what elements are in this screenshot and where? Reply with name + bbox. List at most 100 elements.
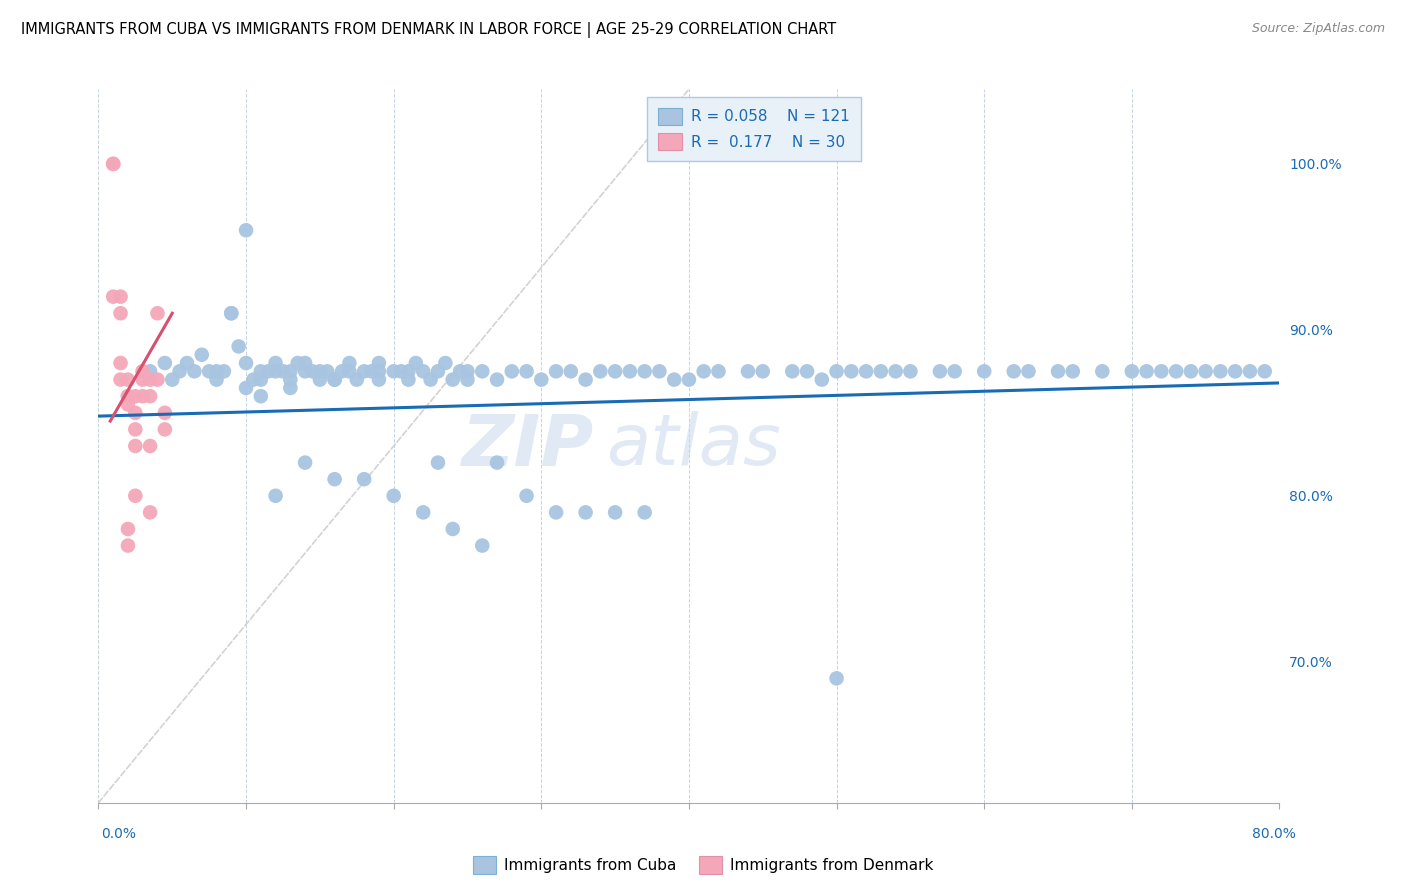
Point [501, 364, 523, 378]
Point [162, 373, 183, 387]
Point [117, 539, 139, 553]
Point [869, 364, 891, 378]
Point [841, 364, 863, 378]
Point [1239, 364, 1261, 378]
Text: Source: ZipAtlas.com: Source: ZipAtlas.com [1251, 22, 1385, 36]
Point [928, 364, 950, 378]
Point [103, 157, 125, 171]
Point [1121, 364, 1143, 378]
Point [973, 364, 995, 378]
Point [264, 356, 287, 370]
Point [110, 290, 132, 304]
Point [1135, 364, 1157, 378]
Point [396, 364, 419, 378]
Point [117, 389, 139, 403]
Point [796, 364, 818, 378]
Point [219, 306, 242, 320]
Point [405, 356, 427, 370]
Point [589, 364, 612, 378]
Point [235, 223, 257, 237]
Point [1002, 364, 1025, 378]
Point [212, 364, 235, 378]
Point [884, 364, 907, 378]
Point [153, 422, 176, 436]
Point [382, 489, 405, 503]
Point [205, 373, 228, 387]
Point [205, 364, 228, 378]
Point [124, 489, 146, 503]
Point [412, 364, 434, 378]
Point [515, 489, 537, 503]
Point [427, 456, 450, 470]
Point [633, 364, 655, 378]
Point [110, 306, 132, 320]
Point [449, 364, 471, 378]
Point [139, 364, 162, 378]
Point [139, 373, 162, 387]
Point [250, 364, 273, 378]
Point [339, 356, 360, 370]
Point [316, 364, 339, 378]
Point [574, 373, 596, 387]
Text: 80.0%: 80.0% [1253, 827, 1296, 841]
Point [530, 373, 553, 387]
Point [235, 381, 257, 395]
Point [546, 364, 568, 378]
Point [153, 356, 176, 370]
Point [139, 505, 162, 519]
Point [1195, 364, 1218, 378]
Point [110, 356, 132, 370]
Point [139, 439, 162, 453]
Point [1209, 364, 1232, 378]
Point [427, 364, 450, 378]
Point [110, 373, 132, 387]
Point [1017, 364, 1039, 378]
Point [693, 364, 716, 378]
Point [132, 389, 155, 403]
Point [825, 671, 848, 685]
Point [330, 364, 353, 378]
Point [471, 364, 494, 378]
Point [434, 356, 457, 370]
Point [648, 364, 671, 378]
Point [353, 364, 375, 378]
Point [153, 406, 176, 420]
Point [825, 364, 848, 378]
Point [103, 290, 125, 304]
Point [294, 356, 316, 370]
Point [664, 373, 686, 387]
Point [382, 364, 405, 378]
Point [139, 389, 162, 403]
Point [219, 306, 242, 320]
Point [257, 364, 280, 378]
Point [810, 373, 832, 387]
Point [146, 306, 169, 320]
Point [124, 406, 146, 420]
Point [368, 373, 391, 387]
Point [117, 373, 139, 387]
Point [132, 373, 155, 387]
Point [560, 364, 582, 378]
Point [287, 356, 309, 370]
Point [1062, 364, 1084, 378]
Point [339, 364, 360, 378]
Point [546, 505, 568, 519]
Point [605, 505, 627, 519]
Point [368, 356, 391, 370]
Point [235, 356, 257, 370]
Point [191, 348, 214, 362]
Point [124, 389, 146, 403]
Point [117, 389, 139, 403]
Point [751, 364, 773, 378]
Point [278, 381, 302, 395]
Point [1150, 364, 1173, 378]
Point [707, 364, 730, 378]
Point [323, 373, 346, 387]
Point [309, 373, 332, 387]
Point [456, 364, 478, 378]
Point [605, 364, 627, 378]
Point [124, 422, 146, 436]
Point [1254, 364, 1277, 378]
Point [1223, 364, 1246, 378]
Point [264, 489, 287, 503]
